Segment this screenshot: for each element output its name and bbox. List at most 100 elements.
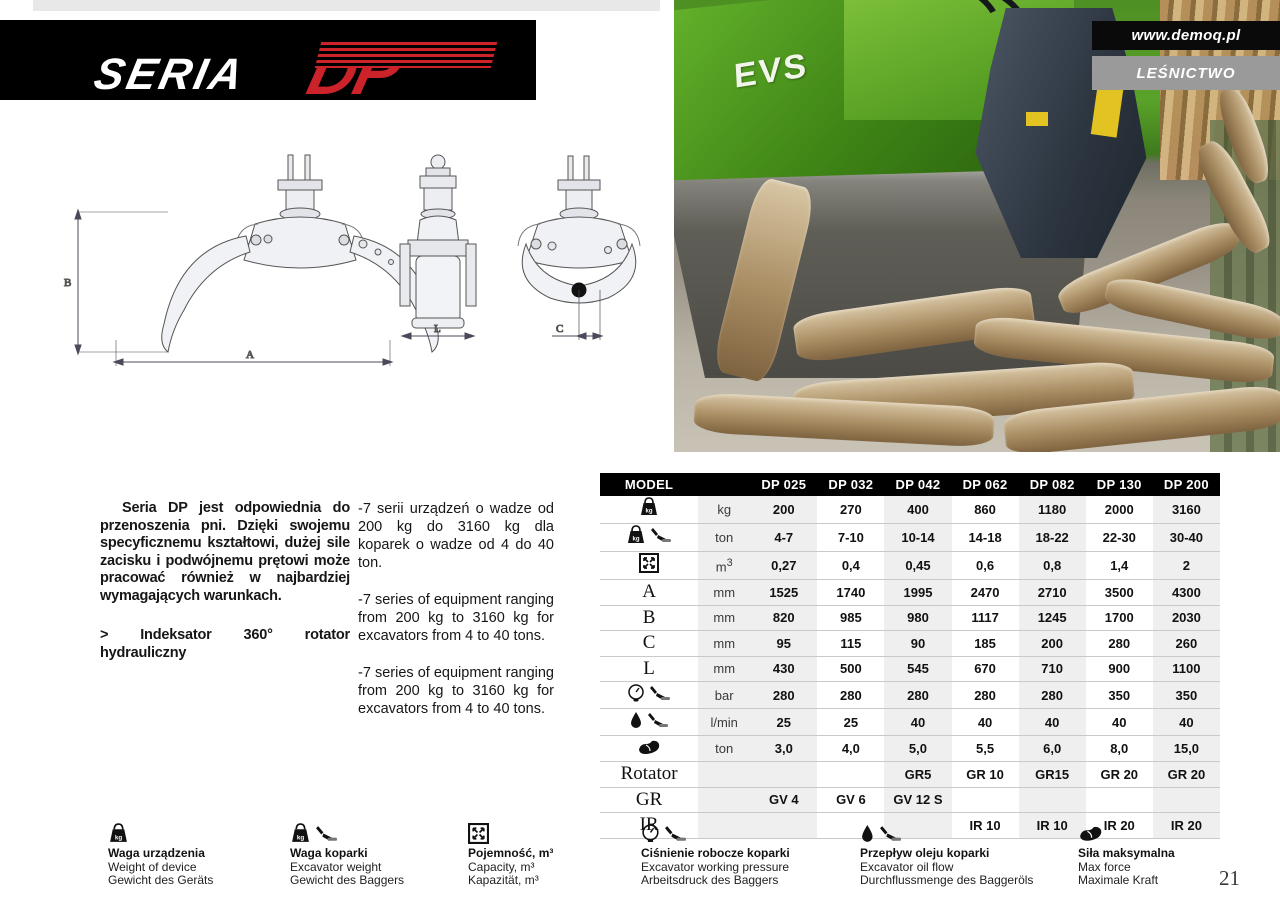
cell-DP062-r9: 5,5 bbox=[951, 735, 1019, 762]
cell-DP032-r7: 280 bbox=[817, 681, 885, 709]
cell-DP025-r10 bbox=[750, 761, 818, 788]
cell-DP032-r4: 985 bbox=[817, 605, 885, 631]
oil-flow-icon bbox=[629, 709, 669, 731]
legend-label-de: Gewicht des Geräts bbox=[108, 873, 214, 887]
capacity-icon bbox=[468, 822, 489, 844]
cell-DP130-r0: 2000 bbox=[1085, 496, 1153, 524]
row-label: GR bbox=[600, 787, 699, 813]
device-weight-icon: kg bbox=[108, 822, 129, 844]
legend-label-de: Arbeitsdruck des Baggers bbox=[641, 873, 779, 887]
table-row: kg ton 4-7 7-10 10-14 14-18 18-22 22-30 30-40 bbox=[600, 523, 1220, 552]
spec-paragraph-pl: -7 serii urządzeń o wadze od 200 kg do 3… bbox=[358, 501, 554, 571]
cell-DP025-r7: 280 bbox=[750, 681, 818, 709]
legend-label-pl: Przepływ oleju koparki bbox=[860, 846, 990, 860]
cell-DP025-r3: 1525 bbox=[750, 579, 818, 606]
cell-DP082-r4: 1245 bbox=[1018, 605, 1086, 631]
working-pressure-icon bbox=[627, 682, 671, 704]
cell-DP032-r6: 500 bbox=[817, 656, 885, 682]
cell-DP200-r6: 1100 bbox=[1152, 656, 1220, 682]
cell-DP032-r9: 4,0 bbox=[817, 735, 885, 762]
table-row: Rotator GR5 GR 10 GR15 GR 20 GR 20 bbox=[600, 761, 1220, 788]
dimension-l-label: L bbox=[434, 323, 441, 335]
max-force-icon bbox=[1078, 822, 1103, 844]
svg-text:kg: kg bbox=[633, 537, 640, 543]
category-badge: LEŚNICTWO bbox=[1092, 56, 1280, 90]
table-row: ton 3,0 4,0 5,0 5,5 6,0 8,0 15,0 bbox=[600, 735, 1220, 762]
cell-DP130-r8: 40 bbox=[1085, 708, 1153, 736]
table-row: IR IR 10 IR 10 IR 20 IR 20 bbox=[600, 812, 1220, 839]
cell-DP025-r9: 3,0 bbox=[750, 735, 818, 762]
drawing-closed-view bbox=[517, 155, 641, 304]
max-force-icon bbox=[637, 736, 661, 758]
dimension-l bbox=[400, 332, 476, 340]
cell-DP042-r1: 10-14 bbox=[884, 523, 952, 552]
legend-label-en: Capacity, m³ bbox=[468, 859, 535, 874]
cell-DP025-r11: GV 4 bbox=[750, 787, 818, 813]
cell-DP200-r5: 260 bbox=[1152, 630, 1220, 657]
legend-label-de: Maximale Kraft bbox=[1078, 873, 1159, 887]
dimension-b-label: B bbox=[64, 277, 71, 289]
cell-DP042-r11: GV 12 S bbox=[884, 787, 952, 813]
table-row: GR GV 4 GV 6 GV 12 S bbox=[600, 787, 1220, 813]
legend-label-pl: Waga koparki bbox=[290, 846, 368, 860]
row-label: IR bbox=[600, 812, 699, 839]
row-unit: mm bbox=[698, 605, 751, 631]
header-model: MODEL bbox=[600, 473, 699, 496]
row-label: L bbox=[600, 656, 699, 682]
legend-label-en: Excavator weight bbox=[290, 859, 382, 874]
row-label bbox=[600, 551, 699, 580]
row-label: Rotator bbox=[600, 761, 699, 788]
legend-icon-group bbox=[468, 820, 553, 844]
cell-DP200-r10: GR 20 bbox=[1152, 761, 1220, 788]
row-label: C bbox=[600, 630, 699, 657]
cell-DP200-r2: 2 bbox=[1152, 551, 1220, 580]
svg-text:kg: kg bbox=[646, 509, 653, 515]
cell-DP032-r10 bbox=[817, 761, 885, 788]
row-unit: ton bbox=[698, 523, 751, 552]
cell-DP200-r1: 30-40 bbox=[1152, 523, 1220, 552]
legend-label-de: Kapazität, m³ bbox=[468, 873, 539, 887]
cell-DP082-r8: 40 bbox=[1018, 708, 1086, 736]
legend-label-pl: Waga urządzenia bbox=[108, 846, 205, 860]
cell-DP200-r4: 2030 bbox=[1152, 605, 1220, 631]
header-col-4: DP 082 bbox=[1018, 473, 1086, 496]
cell-DP025-r1: 4-7 bbox=[750, 523, 818, 552]
feature-bullet-rotator: > Indeksator 360° rotator hydrauliczny bbox=[100, 627, 350, 661]
table-row: kg kg 200 270 400 860 1180 2000 3160 bbox=[600, 496, 1220, 524]
cell-DP130-r6: 900 bbox=[1085, 656, 1153, 682]
row-unit bbox=[698, 787, 751, 813]
device-weight-icon: kg bbox=[639, 496, 659, 518]
description-column-polish: Seria DP jest odpowiednia do przenoszeni… bbox=[100, 500, 350, 662]
website-url-badge[interactable]: www.demoq.pl bbox=[1092, 21, 1280, 50]
row-unit: mm bbox=[698, 656, 751, 682]
cell-DP042-r7: 280 bbox=[884, 681, 952, 709]
header-col-1: DP 032 bbox=[817, 473, 885, 496]
cell-DP062-r11 bbox=[951, 787, 1019, 813]
cell-DP200-r12: IR 20 bbox=[1152, 812, 1220, 839]
legend-label-pl: Ciśnienie robocze koparki bbox=[641, 846, 790, 860]
cell-DP200-r3: 4300 bbox=[1152, 579, 1220, 606]
cell-DP130-r10: GR 20 bbox=[1085, 761, 1153, 788]
cell-DP032-r2: 0,4 bbox=[817, 551, 885, 580]
cell-DP025-r5: 95 bbox=[750, 630, 818, 657]
cell-DP025-r2: 0,27 bbox=[750, 551, 818, 580]
cell-DP062-r6: 670 bbox=[951, 656, 1019, 682]
cell-DP082-r1: 18-22 bbox=[1018, 523, 1086, 552]
row-unit: kg bbox=[698, 496, 751, 524]
cell-DP042-r12 bbox=[884, 812, 952, 839]
cell-DP130-r9: 8,0 bbox=[1085, 735, 1153, 762]
cell-DP025-r0: 200 bbox=[750, 496, 818, 524]
cell-DP042-r6: 545 bbox=[884, 656, 952, 682]
cell-DP062-r0: 860 bbox=[951, 496, 1019, 524]
cell-DP082-r9: 6,0 bbox=[1018, 735, 1086, 762]
dimension-c bbox=[552, 290, 604, 340]
table-header: MODEL DP 025 DP 032 DP 042 DP 062 DP 082… bbox=[600, 473, 1220, 496]
row-label: B bbox=[600, 605, 699, 631]
row-label: A bbox=[600, 579, 699, 606]
legend-label-en: Max force bbox=[1078, 859, 1131, 874]
legend-item-working-pressure: Ciśnienie robocze koparki Excavator worki… bbox=[641, 820, 790, 888]
row-unit: bar bbox=[698, 681, 751, 709]
drawing-front-view bbox=[161, 154, 439, 353]
